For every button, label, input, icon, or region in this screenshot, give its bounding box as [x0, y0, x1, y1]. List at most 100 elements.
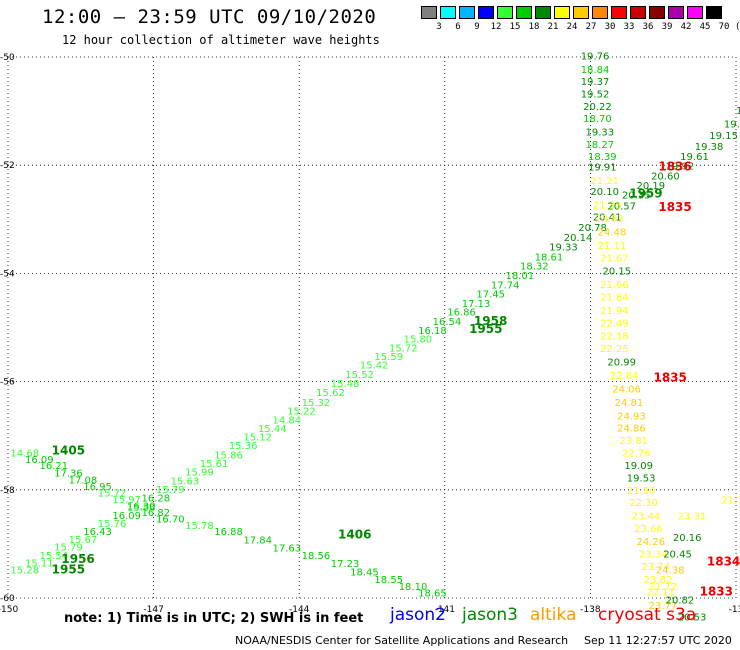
legend-label: 12: [490, 22, 502, 32]
swh-value-label: 15.99: [185, 468, 214, 479]
swh-value-label: 16.09: [25, 455, 54, 466]
legend-label: 3: [436, 22, 442, 32]
swh-value-label: 15.48: [331, 379, 360, 390]
swh-value-label: 24.93: [617, 411, 646, 422]
swh-value-label: 24.38: [656, 566, 685, 577]
legend-swatch: [687, 6, 703, 19]
x-tick-label: -147: [143, 605, 163, 615]
y-tick-label: -50: [0, 53, 15, 63]
swh-value-label: 17.13: [462, 299, 491, 310]
swh-value-label: 15.80: [404, 335, 433, 346]
swh-value-label: 20.57: [607, 202, 636, 213]
swh-value-label: 21.76: [721, 495, 740, 506]
swh-value-label: 14.68: [10, 448, 39, 459]
swh-value-label: 21.72: [649, 582, 678, 593]
legend-label: 6: [455, 22, 461, 32]
swh-value-label: 20.78: [578, 223, 607, 234]
swh-value-label: 16.88: [214, 527, 243, 538]
legend-swatch: [630, 6, 646, 19]
time-label: 1959: [629, 187, 662, 201]
swh-value-label: 21.21: [590, 176, 619, 187]
swh-value-label: 22.25: [600, 344, 629, 355]
legend-label: 39: [661, 22, 673, 32]
satellite-name: altika: [530, 605, 577, 625]
swh-value-label: 17.08: [69, 475, 98, 486]
swh-value-label: 18.84: [581, 65, 610, 76]
swh-value-label: 19.37: [581, 77, 610, 88]
swh-value-label: 15.32: [302, 398, 331, 409]
swh-value-label: 15.22: [287, 407, 316, 418]
legend-swatch: [706, 6, 722, 19]
swh-value-label: 15.11: [25, 559, 54, 570]
swh-labels: 15.2815.1115.5415.7915.6716.4315.7616.09…: [10, 52, 740, 624]
swh-value-label: 19.45: [736, 106, 740, 117]
swh-value-label: 23.66: [634, 524, 663, 535]
satellite-name: jason3: [462, 605, 518, 625]
legend-label: 70: [718, 22, 730, 32]
swh-value-label: 23.31: [678, 512, 707, 523]
swh-value-label: 19.76: [581, 52, 610, 63]
swh-value-label: 19.61: [680, 152, 709, 163]
swh-value-label: 15.72: [98, 488, 127, 499]
swh-value-label: 19.92: [666, 162, 695, 173]
legend-swatch: [478, 6, 494, 19]
swh-value-label: 19.38: [695, 142, 724, 153]
swh-value-label: 23.44: [632, 512, 661, 523]
swh-value-label: 20.15: [603, 266, 632, 277]
swh-value-label: 19.91: [588, 163, 617, 174]
swh-value-label: 23.77: [649, 601, 678, 612]
swh-value-label: 19.33: [549, 243, 578, 254]
swh-value-label: 18.61: [535, 252, 564, 263]
x-tick-label: -13: [729, 605, 740, 615]
time-label: 1956: [61, 552, 94, 566]
swh-value-label: 24.48: [598, 228, 627, 239]
swh-value-label: 23.82: [644, 575, 673, 586]
swh-value-label: 20.60: [651, 171, 680, 182]
time-label: 1406: [338, 527, 371, 541]
swh-value-label: 21.33: [593, 200, 622, 211]
x-tick-label: -141: [435, 605, 455, 615]
swh-value-label: 18.27: [586, 140, 615, 151]
legend-swatch: [649, 6, 665, 19]
legend-label: 36: [642, 22, 654, 32]
swh-value-label: 24.26: [637, 537, 666, 548]
swh-value-label: 22.76: [622, 448, 651, 459]
swh-value-label: 24.86: [617, 423, 646, 434]
swh-value-label: 16.28: [141, 494, 170, 505]
swh-value-label: 20.82: [666, 595, 695, 606]
swh-value-label: 20.16: [673, 533, 702, 544]
legend-label: 45: [699, 22, 711, 32]
footer-note: note: 1) Time is in UTC; 2) SWH is in fe…: [64, 611, 364, 626]
swh-value-label: 24.06: [612, 384, 641, 395]
legend-swatch: [535, 6, 551, 19]
y-tick-label: -54: [0, 269, 15, 279]
time-label: 1955: [469, 322, 502, 336]
y-tick-label: -58: [0, 486, 15, 496]
swh-value-label: 20.22: [583, 102, 612, 113]
swh-value-label: 15.54: [40, 551, 69, 562]
axis-ticks: -150 -147 -144 -141 -138 -13 -50 -52 -54 -56 -58 -6…: [0, 53, 740, 615]
swh-value-label: 19.53: [627, 474, 656, 485]
legend-label: 21: [547, 22, 559, 32]
swh-value-label: 20.19: [637, 181, 666, 192]
time-label: 1833: [700, 584, 733, 598]
satellite-name: cryosat s3a: [598, 605, 697, 625]
swh-value-label: 17.63: [273, 543, 302, 554]
time-label: 1835: [653, 371, 686, 385]
swh-value-label: 21.66: [600, 280, 629, 291]
swh-value-label: 17.74: [491, 281, 520, 292]
x-tick-label: -144: [289, 605, 310, 615]
legend-label: 33: [623, 22, 635, 32]
swh-value-label: 17.45: [476, 290, 505, 301]
swh-value-label: 17.84: [243, 535, 272, 546]
swh-value-label: 15.44: [258, 424, 287, 435]
time-label: 1955: [52, 563, 85, 577]
swh-value-label: 19.15: [709, 131, 738, 142]
swh-value-label: 21.80: [627, 486, 656, 497]
swh-value-label: 22.11: [646, 587, 675, 598]
swh-value-label: 15.63: [171, 476, 200, 487]
legend-swatch: [668, 6, 684, 19]
legend-label: 24: [566, 22, 578, 32]
